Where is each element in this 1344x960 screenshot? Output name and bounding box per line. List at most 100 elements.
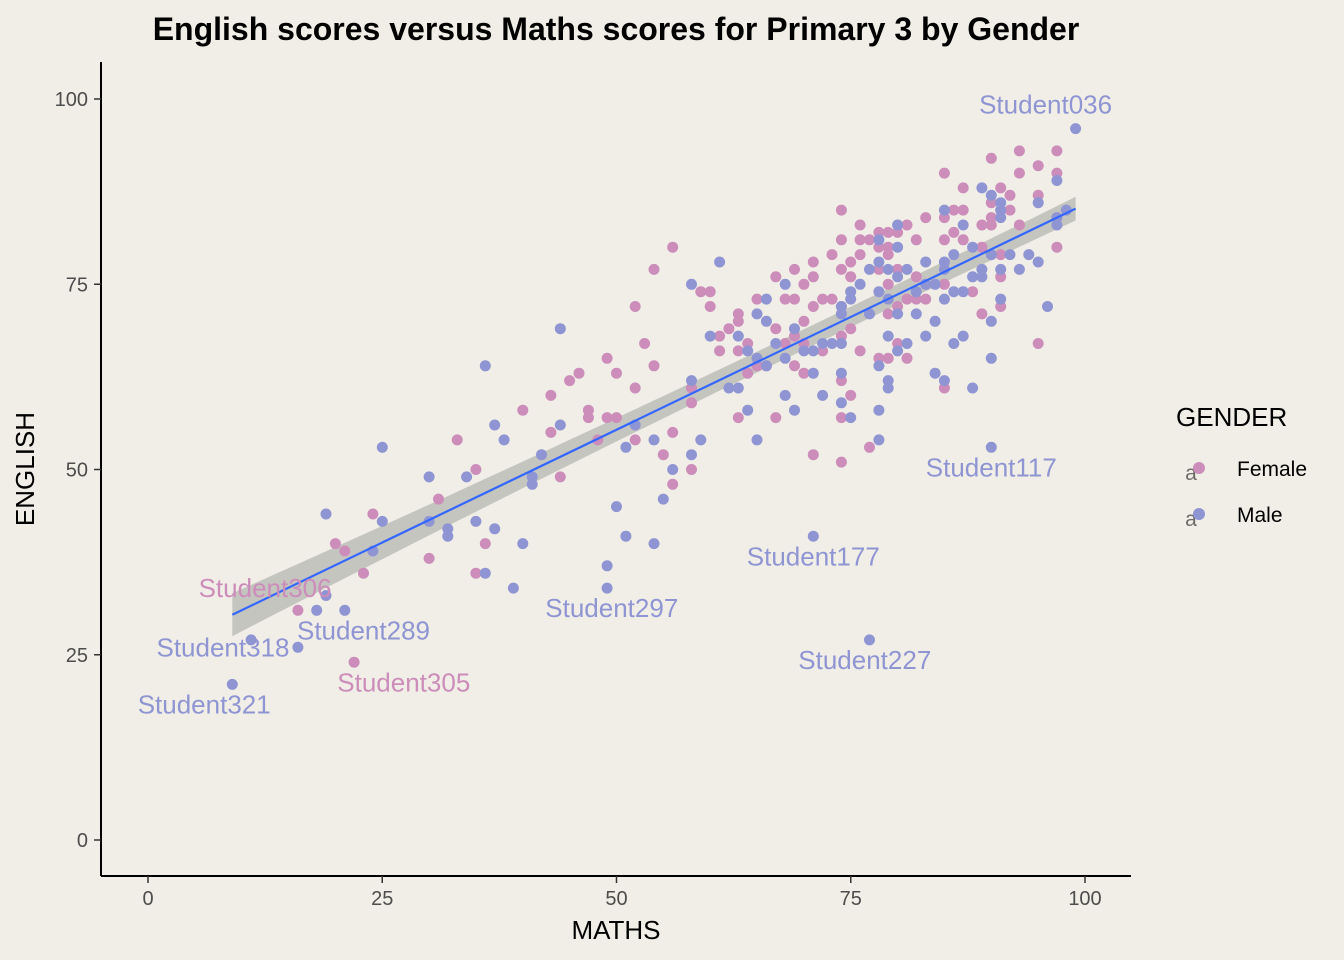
y-tick-label: 100	[55, 89, 88, 111]
data-point	[470, 464, 482, 475]
data-point	[648, 538, 660, 550]
data-point	[985, 189, 997, 201]
data-point	[686, 278, 697, 290]
data-point	[835, 263, 847, 275]
data-point	[732, 412, 744, 424]
data-point	[1032, 256, 1044, 268]
data-point	[817, 389, 829, 401]
data-point	[901, 263, 913, 275]
data-point	[957, 286, 969, 298]
data-point	[864, 308, 875, 320]
data-point	[976, 241, 988, 253]
data-point	[479, 538, 491, 550]
data-point	[245, 634, 257, 646]
data-point	[882, 226, 894, 238]
data-point	[732, 382, 744, 394]
data-point	[770, 323, 782, 335]
data-point	[807, 301, 819, 312]
legend-label-female: Female	[1237, 458, 1307, 481]
regression-line	[231, 207, 1077, 616]
data-point	[629, 434, 641, 446]
data-point	[751, 293, 763, 305]
data-point	[967, 271, 979, 283]
data-point	[789, 404, 800, 416]
point-label: Student117	[926, 452, 1057, 482]
data-point	[423, 471, 435, 483]
data-point	[985, 152, 997, 164]
data-point	[760, 293, 772, 305]
data-point	[985, 315, 997, 327]
data-point	[957, 330, 969, 342]
data-point	[732, 330, 744, 342]
data-point	[976, 219, 988, 231]
data-point	[835, 367, 847, 379]
data-point	[695, 434, 707, 446]
data-point	[892, 271, 904, 283]
legend: GENDER a Female a Male	[1176, 402, 1307, 531]
data-point	[789, 360, 800, 372]
data-point	[826, 293, 838, 305]
data-point	[845, 293, 857, 305]
data-point	[367, 508, 379, 520]
x-axis-title: MATHS	[571, 915, 660, 945]
data-point	[864, 441, 875, 453]
data-point	[995, 182, 1007, 194]
data-point	[667, 478, 679, 490]
data-point	[845, 323, 857, 335]
point-label: Student289	[297, 615, 430, 645]
data-point	[948, 249, 960, 261]
data-point	[864, 634, 875, 646]
data-point	[920, 330, 932, 342]
data-point	[826, 249, 838, 261]
series-female	[292, 145, 1063, 668]
data-point	[835, 308, 847, 320]
data-point	[948, 226, 960, 238]
data-point	[910, 271, 922, 283]
data-point	[948, 338, 960, 349]
data-point	[910, 234, 922, 246]
data-point	[320, 590, 332, 601]
data-point	[845, 412, 857, 424]
data-point	[686, 375, 697, 387]
data-point	[882, 263, 894, 275]
data-point	[901, 352, 913, 364]
data-point	[479, 360, 491, 372]
data-point	[817, 338, 829, 349]
point-label: Student306	[199, 573, 332, 603]
data-point	[835, 338, 847, 349]
data-point	[686, 449, 697, 461]
y-tick-label: 25	[66, 645, 88, 667]
data-point	[929, 278, 941, 290]
point-label: Student297	[545, 593, 678, 623]
x-tick-label: 25	[371, 888, 393, 910]
data-point	[348, 656, 360, 668]
data-point	[854, 278, 866, 290]
data-point	[892, 219, 904, 231]
data-point	[667, 464, 679, 475]
data-point	[611, 367, 622, 379]
data-point	[976, 308, 988, 320]
data-point	[985, 249, 997, 261]
data-point	[938, 167, 950, 179]
data-point	[901, 293, 913, 305]
data-point	[489, 419, 501, 431]
data-point	[864, 234, 875, 246]
data-point	[789, 263, 800, 275]
data-point	[995, 212, 1007, 224]
data-point	[882, 308, 894, 320]
data-point	[882, 382, 894, 394]
data-point	[667, 241, 679, 253]
data-point	[901, 219, 913, 231]
data-point	[470, 567, 482, 579]
data-point	[1004, 249, 1016, 261]
data-point	[1013, 167, 1025, 179]
chart-title: English scores versus Maths scores for P…	[153, 11, 1080, 47]
data-point	[864, 263, 875, 275]
x-tick-label: 0	[142, 888, 153, 910]
point-label: Student227	[798, 645, 931, 675]
data-point	[807, 449, 819, 461]
data-point	[882, 352, 894, 364]
data-point	[807, 367, 819, 379]
data-point	[817, 293, 829, 305]
data-point	[807, 256, 819, 268]
